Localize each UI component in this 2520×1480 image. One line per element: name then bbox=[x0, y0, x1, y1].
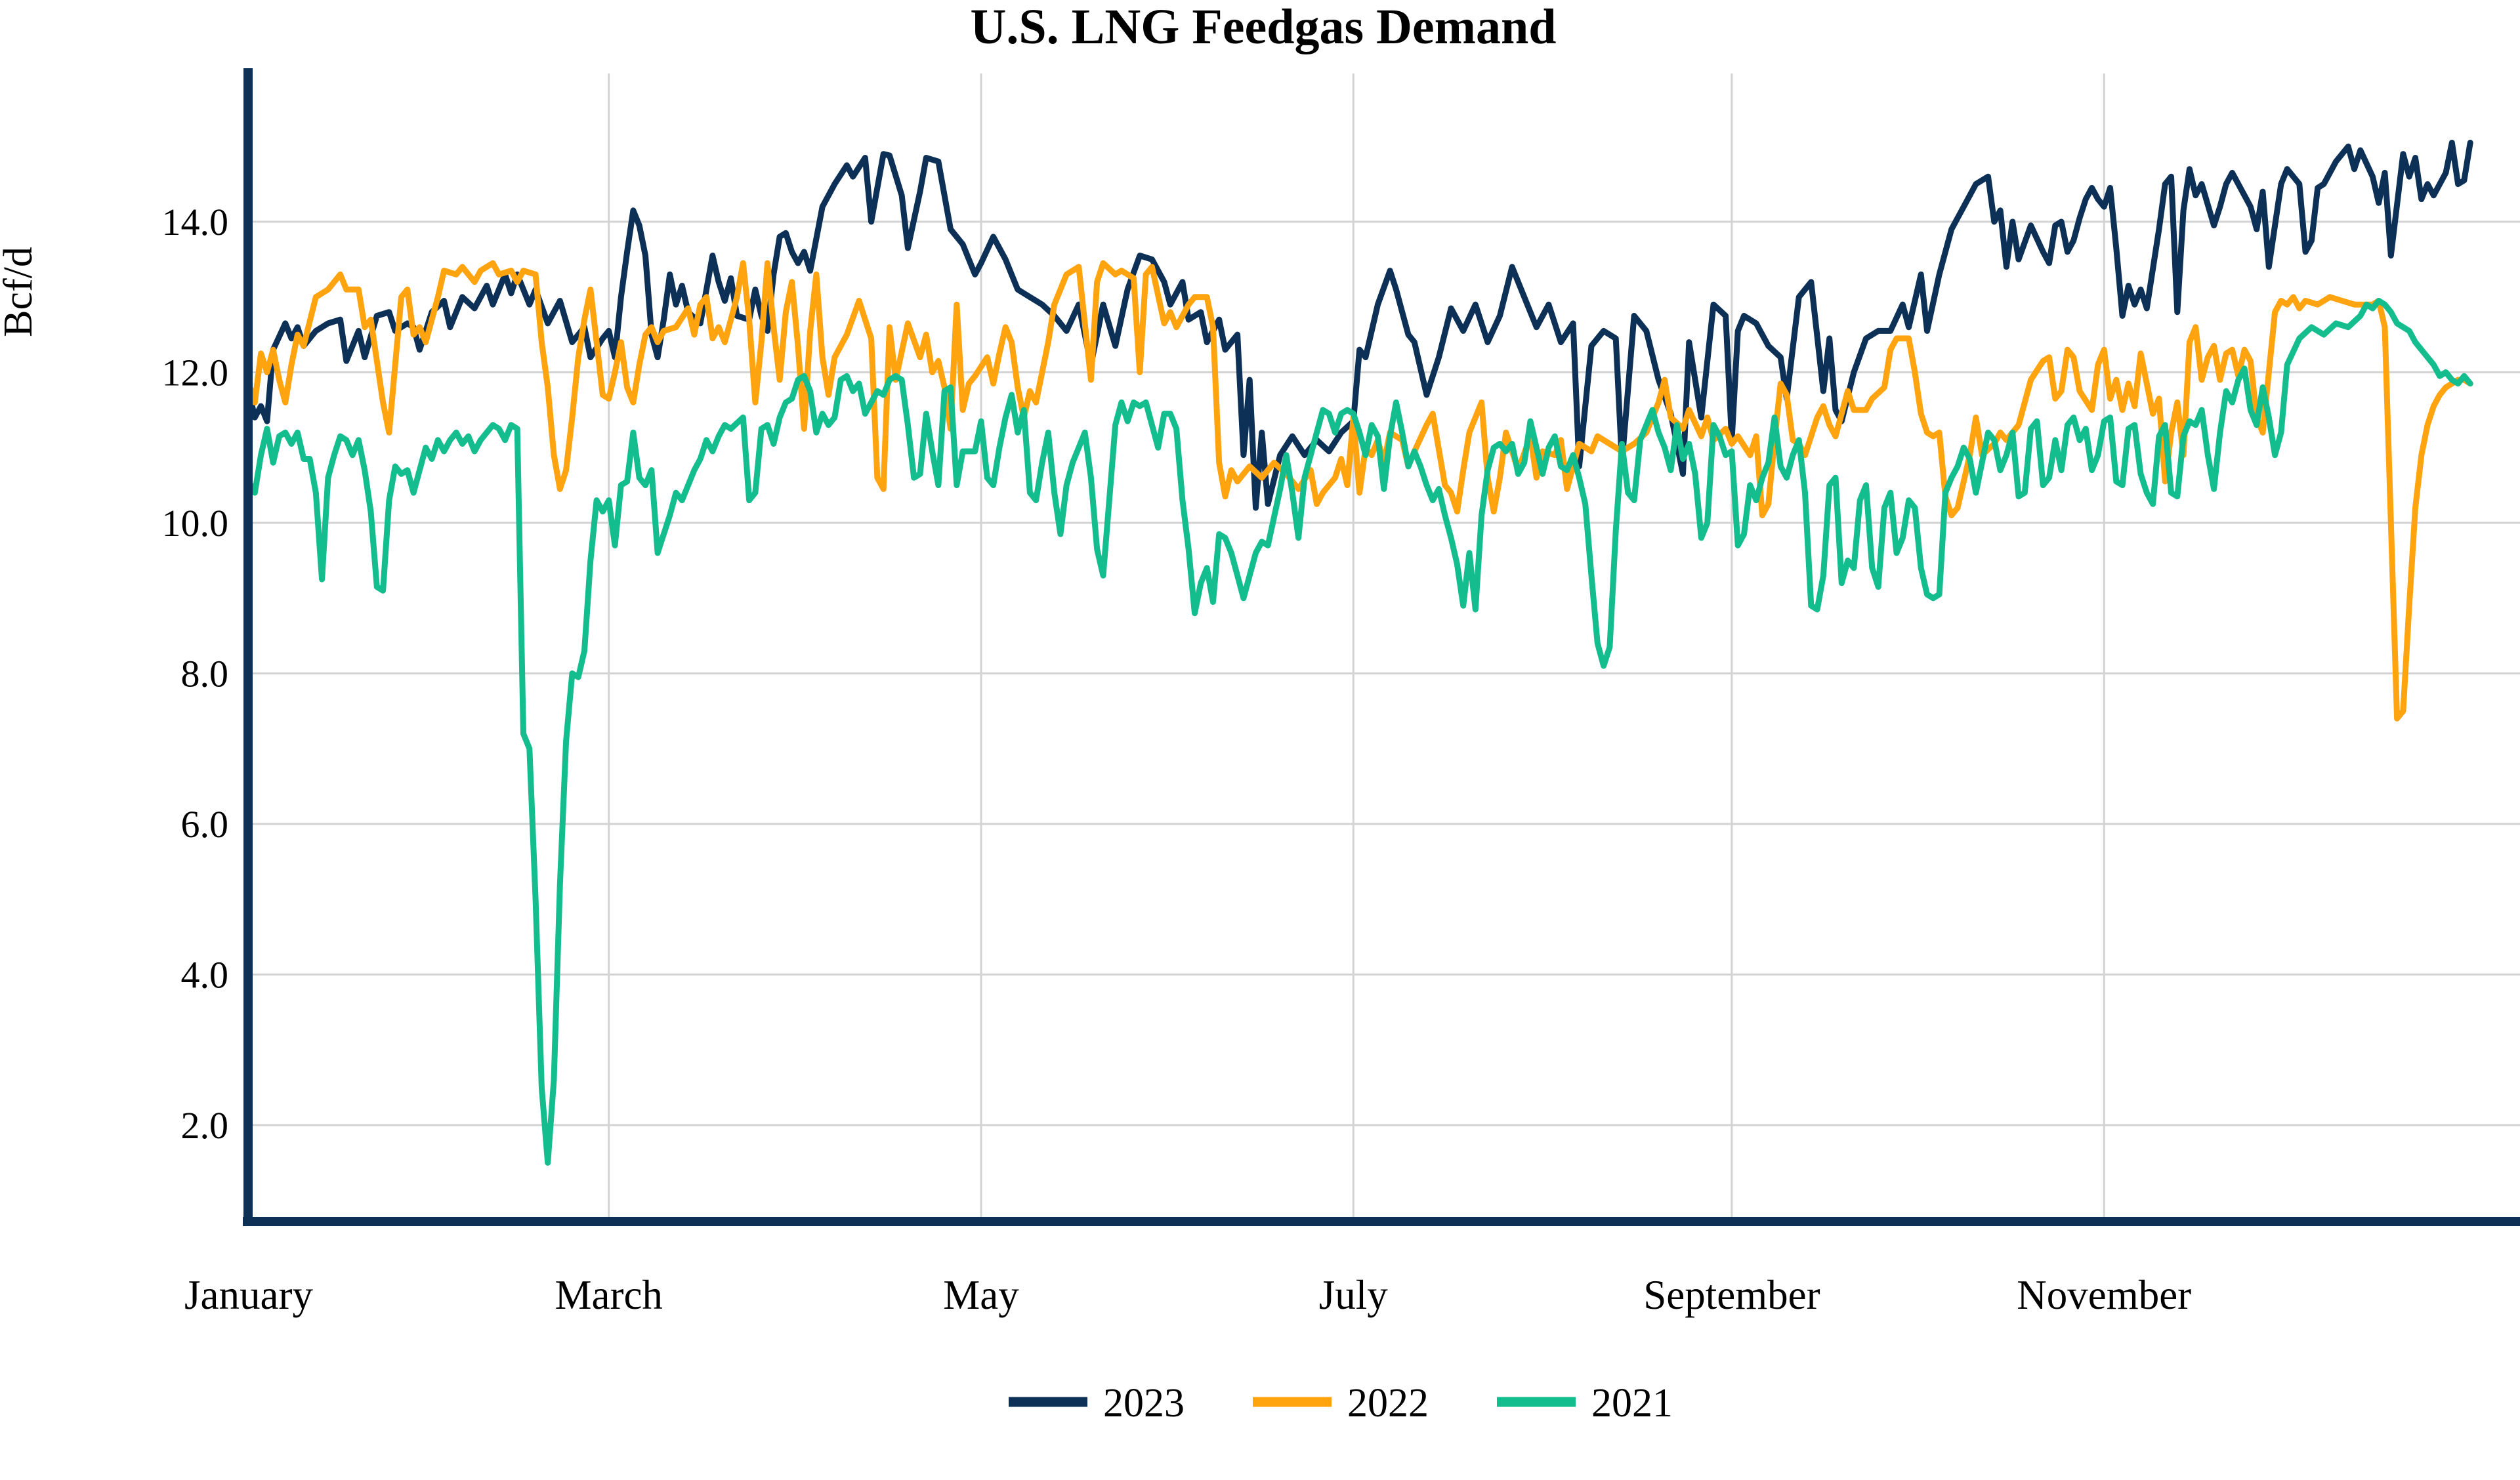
legend: 2023 2022 2021 bbox=[1009, 1381, 1673, 1426]
legend-item-2022[interactable]: 2022 bbox=[1253, 1381, 1429, 1426]
legend-item-2023[interactable]: 2023 bbox=[1009, 1381, 1185, 1426]
legend-label-2022: 2022 bbox=[1347, 1381, 1429, 1426]
x-tick-label-january: January bbox=[184, 1272, 313, 1318]
x-tick-label-may: May bbox=[943, 1272, 1019, 1318]
series-lines bbox=[245, 140, 2473, 1166]
y-tick-label-14.0: 14.0 bbox=[162, 201, 229, 243]
x-tick-label-november: November bbox=[2017, 1272, 2191, 1318]
series-line-2021[interactable] bbox=[245, 298, 2473, 1166]
y-tick-label-4.0: 4.0 bbox=[181, 954, 229, 997]
y-tick-label-10.0: 10.0 bbox=[162, 502, 229, 545]
y-tick-label-8.0: 8.0 bbox=[181, 653, 229, 695]
chart-title: U.S. LNG Feedgas Demand bbox=[970, 0, 1556, 54]
y-axis-title: Bcf/d bbox=[0, 247, 41, 337]
y-tick-label-6.0: 6.0 bbox=[181, 803, 229, 846]
y-tick-label-12.0: 12.0 bbox=[162, 352, 229, 394]
gridlines-vertical bbox=[247, 73, 2105, 1218]
x-tick-label-september: September bbox=[1643, 1272, 1820, 1318]
x-tick-label-march: March bbox=[555, 1272, 662, 1318]
legend-label-2023: 2023 bbox=[1103, 1381, 1185, 1426]
series-line-2023[interactable] bbox=[245, 140, 2473, 511]
x-tick-labels: January March May July September November bbox=[184, 1272, 2191, 1318]
y-tick-label-2.0: 2.0 bbox=[181, 1104, 229, 1147]
legend-label-2021: 2021 bbox=[1591, 1381, 1673, 1426]
series-line-2022[interactable] bbox=[245, 260, 2473, 722]
y-tick-labels: 2.0 4.0 6.0 8.0 10.0 12.0 14.0 bbox=[162, 201, 229, 1147]
legend-item-2021[interactable]: 2021 bbox=[1497, 1381, 1673, 1426]
x-tick-label-july: July bbox=[1319, 1272, 1389, 1318]
